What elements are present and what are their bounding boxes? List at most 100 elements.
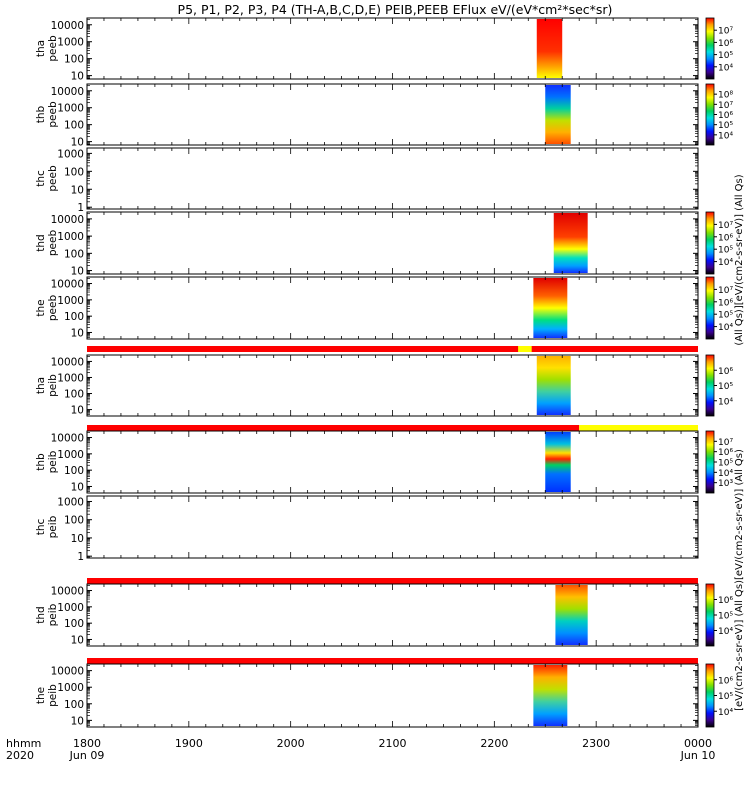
thd_peeb-colorbar: 10⁴ 10⁵ 10⁶ 10⁷ xyxy=(705,211,733,275)
thd_peeb-ytick-label-1: 100 xyxy=(64,248,84,260)
thb_peib-colorbar-tick-label-2: 10⁵ xyxy=(718,459,733,469)
the_peeb-ytick-label-3: 10000 xyxy=(51,279,84,291)
the_peib-product-label: peib xyxy=(47,684,59,707)
the_peeb-colorbar: 10⁴ 10⁵ 10⁶ 10⁷ xyxy=(705,276,733,340)
the_peeb-flux-block-0 xyxy=(533,278,568,338)
the_peib-colorbar-tick-label-2: 10⁶ xyxy=(718,676,733,686)
x-tick-label-1900: 1900 xyxy=(175,737,203,750)
thd_peeb-colorbar-tick-label-3: 10⁷ xyxy=(718,221,733,231)
thb_peeb-colorbar-tick-label-2: 10⁶ xyxy=(718,111,733,121)
tha_peeb-colorbar-tick-label-3: 10⁷ xyxy=(718,27,733,37)
the_peeb-colorbar-tick-label-1: 10⁵ xyxy=(718,311,733,321)
x-row-label-hhmm: hhmm xyxy=(6,737,41,750)
tha_peib-flux-block-0 xyxy=(536,356,571,415)
the_peeb-ytick-label-0: 10 xyxy=(71,327,84,339)
thd_peeb-ytick-label-2: 1000 xyxy=(57,231,84,243)
thd_peeb-colorbar-scale xyxy=(705,211,715,275)
peib-mode-thb-segment-0 xyxy=(87,425,580,431)
tha_peeb-flux-block-0 xyxy=(536,19,563,78)
thb_peeb-colorbar-tick-label-0: 10⁴ xyxy=(718,131,733,141)
the_peib-probe-label: the xyxy=(35,687,47,704)
thd_peib-colorbar-tick-label-0: 10⁴ xyxy=(718,627,733,637)
chart-title: P5, P1, P2, P3, P4 (TH-A,B,C,D,E) PEIB,P… xyxy=(178,2,613,17)
the_peib-ytick-label-3: 10000 xyxy=(51,666,84,678)
tha_peeb-probe-label: tha xyxy=(35,40,47,57)
x-row-label-year: 2020 xyxy=(6,749,34,762)
the_peeb-background xyxy=(87,277,698,339)
thb_peib-colorbar-tick-label-1: 10⁴ xyxy=(718,469,733,479)
thd_peib-colorbar-scale xyxy=(705,583,715,647)
thc_peib-ytick-label-2: 100 xyxy=(64,515,84,527)
peib-mode-thc-segment-0 xyxy=(87,578,698,584)
mode-bars xyxy=(87,346,698,664)
tha_peib-ytick-label-1: 100 xyxy=(64,389,84,401)
tha_peib-probe-label: tha xyxy=(35,377,47,394)
thc_peeb-ytick-label-3: 1000 xyxy=(57,148,84,160)
thd_peib-probe-label: thd xyxy=(35,606,47,623)
panel-thb-peeb: 10 100 1000 10000 thb peeb xyxy=(35,83,699,149)
panel-thc-peeb: 1 10 100 1000 thc peeb xyxy=(35,147,699,214)
the_peib-ytick-label-2: 1000 xyxy=(57,682,84,694)
thb_peib-ytick-label-1: 100 xyxy=(64,465,84,477)
time-axis: 1800 1900 2000 2100 2200 2300 0000 Jun 09 Jun 10… xyxy=(6,737,715,762)
thd_peib-product-label: peib xyxy=(47,603,59,626)
peeb-mode-segment-0 xyxy=(87,346,698,352)
thb_peeb-product-label: peeb xyxy=(47,101,59,128)
thd_peib-ytick-label-1: 100 xyxy=(64,618,84,630)
x-tick-label-2000: 2000 xyxy=(277,737,305,750)
tha_peib-colorbar-tick-label-1: 10⁵ xyxy=(718,382,733,392)
x-tick-label-2100: 2100 xyxy=(379,737,407,750)
thb_peib-colorbar-scale xyxy=(705,430,715,494)
thb_peib-colorbar-tick-label-0: 10³ xyxy=(718,479,733,489)
panel-thd-peib: 10 100 1000 10000 thd peib xyxy=(35,583,699,647)
tha_peeb-ytick-label-1: 100 xyxy=(64,54,84,66)
thb_peeb-background xyxy=(87,84,698,145)
thd_peeb-ytick-label-3: 10000 xyxy=(51,214,84,226)
x-date-label-1: Jun 10 xyxy=(680,749,716,762)
tha_peib-colorbar-tick-label-0: 10⁴ xyxy=(718,397,733,407)
the_peeb-colorbar-tick-label-0: 10⁴ xyxy=(718,323,733,333)
thd_peeb-probe-label: thd xyxy=(35,234,47,251)
thb_peeb-colorbar-tick-label-3: 10⁷ xyxy=(718,101,733,111)
thb_peib-flux-block-1 xyxy=(545,432,571,492)
panel-thc-peib: 1 10 100 1000 thc peib xyxy=(35,495,699,563)
the_peib-ytick-label-1: 100 xyxy=(64,699,84,711)
thb_peeb-ytick-label-2: 1000 xyxy=(57,103,84,115)
peeb-mode-segment-1 xyxy=(518,346,532,352)
thd_peeb-product-label: peeb xyxy=(47,230,59,257)
thb_peeb-colorbar-tick-label-1: 10⁵ xyxy=(718,121,733,131)
thb_peeb-flux-block-1 xyxy=(545,85,571,144)
thd_peib-ytick-label-0: 10 xyxy=(71,634,84,646)
tha_peib-background xyxy=(87,355,698,416)
x-tick-label-2200: 2200 xyxy=(480,737,508,750)
thb_peeb-ytick-label-1: 100 xyxy=(64,120,84,132)
thc_peeb-probe-label: thc xyxy=(35,170,47,187)
thd_peeb-background xyxy=(87,212,698,274)
thc_peeb-ytick-label-0: 1 xyxy=(77,202,84,214)
thc_peib-ytick-label-3: 1000 xyxy=(57,496,84,508)
x-date-label-0: Jun 09 xyxy=(69,749,105,762)
thb_peeb-ytick-label-3: 10000 xyxy=(51,86,84,98)
thc_peeb-background xyxy=(87,148,698,209)
thc_peib-ytick-label-1: 10 xyxy=(71,533,84,545)
thd_peeb-colorbar-tick-label-0: 10⁴ xyxy=(718,258,733,268)
the_peeb-ytick-label-2: 1000 xyxy=(57,295,84,307)
thd_peeb-colorbar-tick-label-2: 10⁶ xyxy=(718,233,733,243)
colorbars: 10⁴10⁵10⁶10⁷10⁴10⁵10⁶10⁷10⁸10⁴10⁵10⁶10⁷1… xyxy=(705,17,733,728)
thb_peeb-ytick-label-0: 10 xyxy=(71,137,84,149)
thb_peib-probe-label: thb xyxy=(35,453,47,471)
tha_peib-colorbar-scale xyxy=(705,354,715,417)
the_peib-ytick-label-0: 10 xyxy=(71,715,84,727)
thc_peeb-product-label: peeb xyxy=(47,165,59,192)
the_peib-flux-block-0 xyxy=(533,665,568,726)
thc_peib-product-label: peib xyxy=(47,515,59,538)
thb_peeb-colorbar-scale xyxy=(705,83,715,146)
tha_peib-colorbar-tick-label-2: 10⁶ xyxy=(718,367,733,377)
panel-thd-peeb: 10 100 1000 10000 thd peeb xyxy=(35,211,699,278)
thb_peib-ytick-label-2: 1000 xyxy=(57,449,84,461)
the_peeb-colorbar-tick-label-2: 10⁶ xyxy=(718,298,733,308)
tha_peib-ytick-label-3: 10000 xyxy=(51,356,84,368)
thb_peib-product-label: peib xyxy=(47,450,59,473)
